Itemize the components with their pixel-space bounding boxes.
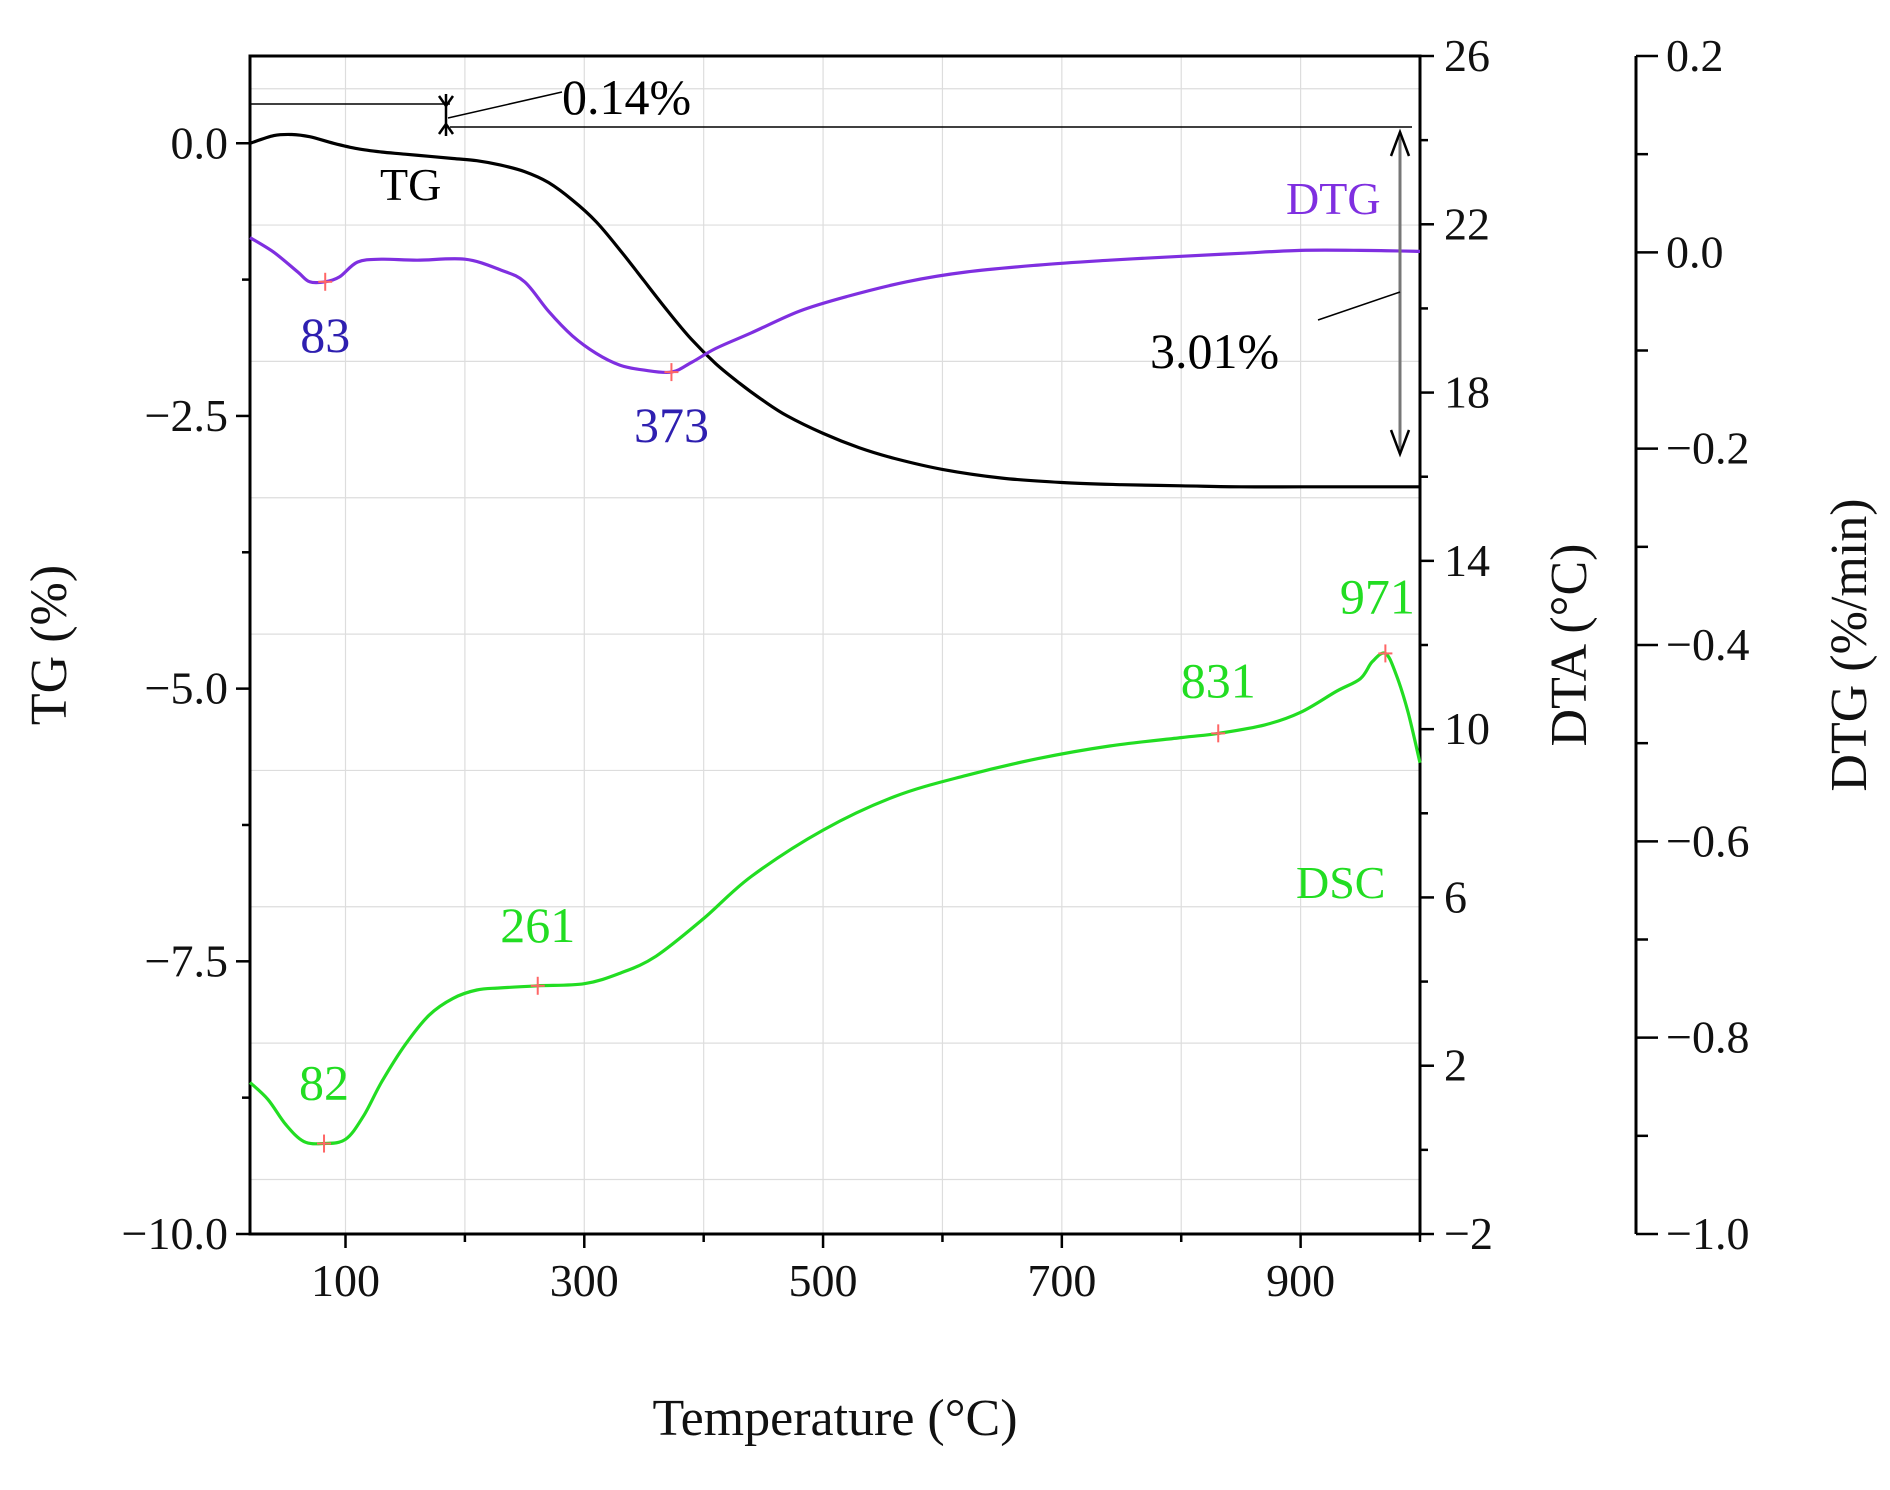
tg-tick-label: −7.5 [145, 935, 228, 986]
peak-label: 82 [299, 1055, 349, 1111]
dtg-axis: 0.2 0.0 −0.2 −0.4 −0.6 −0.8 −1.0 [1634, 30, 1749, 1259]
dta-tick-label: 10 [1444, 703, 1490, 754]
peak-label: 831 [1181, 652, 1256, 708]
dta-tick-label: −2 [1444, 1208, 1493, 1259]
peak-label: 83 [300, 307, 350, 363]
x-axis-title: Temperature (°C) [652, 1390, 1017, 1447]
dta-axis-title: DTA (°C) [1541, 544, 1598, 747]
tg-tick-label: 0.0 [171, 117, 229, 168]
peaks: 83 373 82 261 831 971 [299, 272, 1415, 1153]
dta-tick-label: 22 [1444, 198, 1490, 249]
peak-label: 261 [500, 897, 575, 953]
dtg-curve-label: DTG [1286, 173, 1381, 224]
x-tick-label: 700 [1027, 1255, 1096, 1306]
dtg-tick-label: −1.0 [1666, 1208, 1749, 1259]
dtg-curve [249, 236, 1421, 375]
x-tick-label: 500 [789, 1255, 858, 1306]
plot-frame [248, 54, 1422, 1236]
loss1-leader [447, 91, 563, 119]
dta-tick-label: 14 [1444, 535, 1490, 586]
loss1-arrow-head-top [437, 95, 455, 109]
grid [250, 56, 1421, 1234]
loss2-arrow-head-bottom [1389, 429, 1411, 458]
dta-tick-label: 2 [1444, 1040, 1467, 1091]
loss-annotations: 0.14% 3.01% [250, 69, 1412, 458]
dta-tick-label: 18 [1444, 367, 1490, 418]
dta-axis: 26 22 18 14 10 6 2 −2 [1420, 30, 1493, 1259]
dta-tick-label: 26 [1444, 30, 1490, 81]
x-tick-label: 900 [1266, 1255, 1335, 1306]
x-tick-label: 300 [550, 1255, 619, 1306]
loss1-arrow-head-bottom [437, 121, 455, 135]
dta-tick-label: 6 [1444, 871, 1467, 922]
peak-label: 971 [1340, 568, 1415, 624]
tg-tick-label: −5.0 [145, 663, 228, 714]
dtg-tick-label: 0.2 [1666, 30, 1724, 81]
dtg-axis-title: DTG (%/min) [1821, 498, 1878, 791]
x-tick-label: 100 [311, 1255, 380, 1306]
peak-label: 373 [634, 397, 709, 453]
dsc-curve-label: DSC [1296, 857, 1385, 908]
curves [248, 132, 1422, 1146]
tg-axis: 0.0 −2.5 −5.0 −7.5 −10.0 [122, 117, 250, 1259]
tg-curve-label: TG [380, 159, 441, 210]
tg-curve [249, 132, 1420, 489]
loss2-label: 3.01% [1150, 323, 1279, 379]
dtg-tick-label: −0.2 [1666, 423, 1749, 474]
x-axis: 100 300 500 700 900 [311, 1234, 1422, 1306]
dtg-tick-label: 0.0 [1666, 226, 1724, 277]
tg-axis-title: TG (%) [21, 565, 78, 725]
dtg-tick-label: −0.8 [1666, 1012, 1749, 1063]
loss1-label: 0.14% [562, 69, 691, 125]
tg-tick-label: −10.0 [122, 1208, 228, 1259]
dtg-tick-label: −0.6 [1666, 815, 1749, 866]
loss2-arrow-head-top [1389, 128, 1411, 157]
dtg-tick-label: −0.4 [1666, 619, 1749, 670]
tg-tick-label: −2.5 [145, 390, 228, 441]
loss2-leader [1317, 291, 1401, 321]
dsc-curve [248, 651, 1422, 1146]
